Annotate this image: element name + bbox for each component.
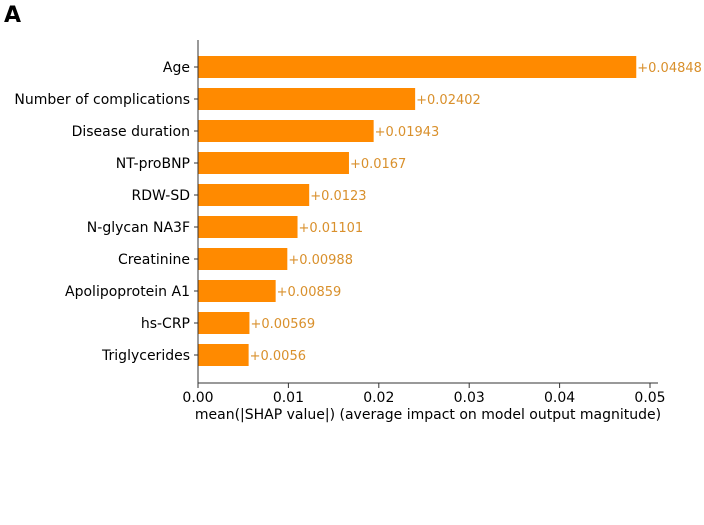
y-tick-label: N-glycan NA3F [87,220,190,236]
data-label: +0.0167 [350,157,406,172]
bar [198,152,349,174]
data-label: +0.00569 [250,317,315,332]
data-label: +0.01943 [375,125,440,140]
data-label: +0.04848 [637,61,702,76]
x-tick-label: 0.03 [454,390,485,406]
bar [198,216,298,238]
data-label: +0.00859 [277,285,342,300]
bar [198,88,416,110]
y-tick-label: Creatinine [118,252,190,268]
bar [198,280,276,302]
bar [198,248,288,270]
bar [198,120,374,142]
data-label: +0.02402 [416,93,481,108]
y-tick-label: Triglycerides [101,348,190,364]
y-tick-label: Number of complications [14,92,190,108]
y-tick-label: Disease duration [72,124,190,140]
y-tick-label: NT-proBNP [116,156,190,172]
y-tick-label: hs-CRP [141,316,190,332]
panel-label: A [4,3,21,28]
bar [198,312,250,334]
y-tick-label: Age [163,60,190,76]
x-axis-label: mean(|SHAP value|) (average impact on mo… [195,407,661,423]
bar [198,184,310,206]
x-tick-label: 0.05 [634,390,665,406]
data-label: +0.01101 [299,221,364,236]
bar [198,344,249,366]
x-tick-label: 0.00 [182,390,213,406]
data-label: +0.00988 [288,253,353,268]
y-tick-label: RDW-SD [131,188,190,204]
x-tick-label: 0.02 [363,390,394,406]
data-label: +0.0123 [310,189,366,204]
bar [198,56,637,78]
x-tick-label: 0.04 [544,390,575,406]
y-tick-label: Apolipoprotein A1 [65,284,190,300]
x-tick-label: 0.01 [273,390,304,406]
data-label: +0.0056 [250,349,306,364]
